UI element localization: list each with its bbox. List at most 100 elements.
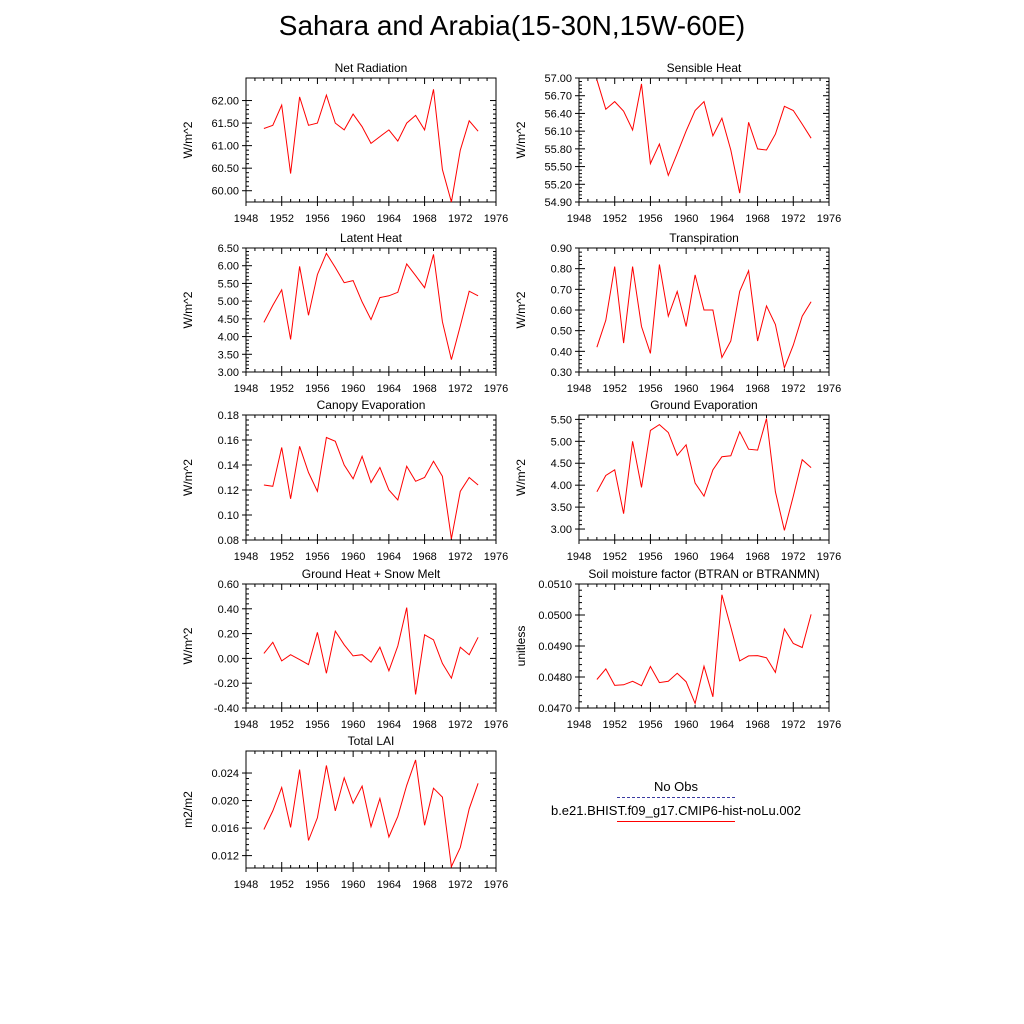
legend: No Obs b.e21.BHIST.f09_g17.CMIP6-hist-no… [520, 778, 832, 826]
panel-2-ytick-label: 56.70 [544, 91, 572, 103]
legend-obs-label: No Obs [653, 779, 699, 794]
panel-6-xtick-label: 1948 [567, 551, 591, 563]
panel-8-xtick-label: 1960 [674, 719, 698, 731]
panel-3-xtick-label: 1976 [484, 383, 508, 395]
panel-8-series-line-1 [596, 594, 812, 706]
panel-4-xtick-label: 1960 [674, 383, 698, 395]
panel-3-ytick-label: 6.00 [218, 261, 239, 273]
panel-9-ytick-label: 0.016 [211, 823, 239, 835]
legend-model-label: b.e21.BHIST.f09_g17.CMIP6-hist-noLu.002 [550, 803, 802, 818]
panel-4-xtick-label: 1964 [710, 383, 734, 395]
panel-5-title: Canopy Evaporation [317, 398, 426, 412]
panel-3-ytick-label: 3.50 [218, 349, 239, 361]
panel-2-ytick-label: 57.00 [544, 73, 572, 85]
panel-1-xtick-label: 1960 [341, 213, 365, 225]
panel-7-xtick-label: 1976 [484, 719, 508, 731]
panel-6-xtick-label: 1968 [745, 551, 769, 563]
panel-6-title: Ground Evaporation [650, 398, 757, 412]
panel-4-ytick-label: 0.50 [551, 326, 572, 338]
panel-9-xtick-label: 1972 [448, 879, 472, 891]
panel-4-ytick-label: 0.80 [551, 264, 572, 276]
panel-1-ytick-label: 61.00 [211, 141, 239, 153]
panel-1-ylabel: W/m^2 [181, 121, 195, 158]
panel-1-xtick-label: 1956 [305, 213, 329, 225]
panel-4-series-line-1 [596, 264, 812, 370]
panel-1-xtick-label: 1972 [448, 213, 472, 225]
panel-2-ytick-label: 56.40 [544, 108, 572, 120]
panel-3-xtick-label: 1968 [412, 383, 436, 395]
panel-2-ytick-label: 55.80 [544, 144, 572, 156]
panel-8-ylabel: unitless [514, 626, 528, 667]
panel-2-xtick-label: 1948 [567, 213, 591, 225]
panel-8-xtick-label: 1976 [817, 719, 841, 731]
panel-1-ytick-label: 60.00 [211, 186, 239, 198]
panel-3-xtick-label: 1948 [234, 383, 258, 395]
panel-1-frame [245, 77, 497, 203]
panel-8-ytick-label: 0.0480 [538, 672, 572, 684]
panel-8-ytick-label: 0.0510 [538, 579, 572, 591]
panel-5-frame [245, 414, 497, 541]
panel-7-ytick-label: -0.40 [214, 703, 239, 715]
panel-5-series-line-1 [263, 436, 479, 539]
panel-5-xtick-label: 1952 [269, 551, 293, 563]
panel-1-xtick-label: 1952 [269, 213, 293, 225]
panel-9-xtick-label: 1956 [305, 879, 329, 891]
panel-2-xtick-label: 1964 [710, 213, 734, 225]
panel-4-xtick-label: 1956 [638, 383, 662, 395]
panel-2-xtick-label: 1972 [781, 213, 805, 225]
panel-5-xtick-label: 1964 [377, 551, 401, 563]
panel-2-ytick-label: 55.20 [544, 179, 572, 191]
panel-2-xtick-label: 1952 [602, 213, 626, 225]
panel-6-ytick-label: 4.00 [551, 480, 572, 492]
panel-6-xtick-label: 1964 [710, 551, 734, 563]
panel-3-ylabel: W/m^2 [181, 291, 195, 328]
panel-2-ytick-label: 54.90 [544, 197, 572, 209]
panel-9-ytick-label: 0.020 [211, 796, 239, 808]
panel-1-ytick-label: 62.00 [211, 96, 239, 108]
panel-8-ytick-label: 0.0490 [538, 641, 572, 653]
panel-4-ylabel: W/m^2 [514, 291, 528, 328]
panel-9-xtick-label: 1964 [377, 879, 401, 891]
panel-6-xtick-label: 1956 [638, 551, 662, 563]
panel-9-ylabel: m2/m2 [181, 791, 195, 828]
panel-7-ytick-label: 0.60 [218, 579, 239, 591]
panel-6-ytick-label: 5.00 [551, 436, 572, 448]
panel-8-xtick-label: 1956 [638, 719, 662, 731]
panel-6-xtick-label: 1976 [817, 551, 841, 563]
panel-9-xtick-label: 1952 [269, 879, 293, 891]
panel-4-xtick-label: 1972 [781, 383, 805, 395]
panel-1-xtick-label: 1976 [484, 213, 508, 225]
panel-8-xtick-label: 1952 [602, 719, 626, 731]
legend-model-line [617, 821, 735, 822]
panel-2-ylabel: W/m^2 [514, 121, 528, 158]
panel-3-xtick-label: 1952 [269, 383, 293, 395]
panel-8-xtick-label: 1948 [567, 719, 591, 731]
panel-3-title: Latent Heat [340, 231, 403, 245]
panel-7-frame [245, 583, 497, 709]
panel-6-ylabel: W/m^2 [514, 459, 528, 496]
panel-7-xtick-label: 1952 [269, 719, 293, 731]
panel-5-ytick-label: 0.08 [218, 535, 239, 547]
panel-4-xtick-label: 1948 [567, 383, 591, 395]
panel-4-xtick-label: 1976 [817, 383, 841, 395]
panel-4-ytick-label: 0.40 [551, 346, 572, 358]
panel-6-xtick-label: 1972 [781, 551, 805, 563]
panel-6-ytick-label: 3.50 [551, 502, 572, 514]
panel-8-ytick-label: 0.0500 [538, 610, 572, 622]
panel-5-ylabel: W/m^2 [181, 459, 195, 496]
panel-1-xtick-label: 1964 [377, 213, 401, 225]
panel-4-ytick-label: 0.90 [551, 243, 572, 255]
panel-7-ytick-label: 0.20 [218, 629, 239, 641]
panel-7-series-line-1 [263, 607, 479, 695]
panel-2-frame [578, 77, 830, 203]
panel-5-ytick-label: 0.18 [218, 410, 239, 422]
panel-7-xtick-label: 1948 [234, 719, 258, 731]
panel-5-ytick-label: 0.12 [218, 485, 239, 497]
panel-6-xtick-label: 1960 [674, 551, 698, 563]
panel-2-title: Sensible Heat [667, 61, 742, 75]
panel-1-series-line-1 [263, 89, 479, 203]
panel-3-xtick-label: 1972 [448, 383, 472, 395]
figure-title: Sahara and Arabia(15-30N,15W-60E) [278, 10, 746, 41]
panel-9-title: Total LAI [348, 734, 395, 748]
panel-9-series-line-1 [263, 759, 479, 869]
